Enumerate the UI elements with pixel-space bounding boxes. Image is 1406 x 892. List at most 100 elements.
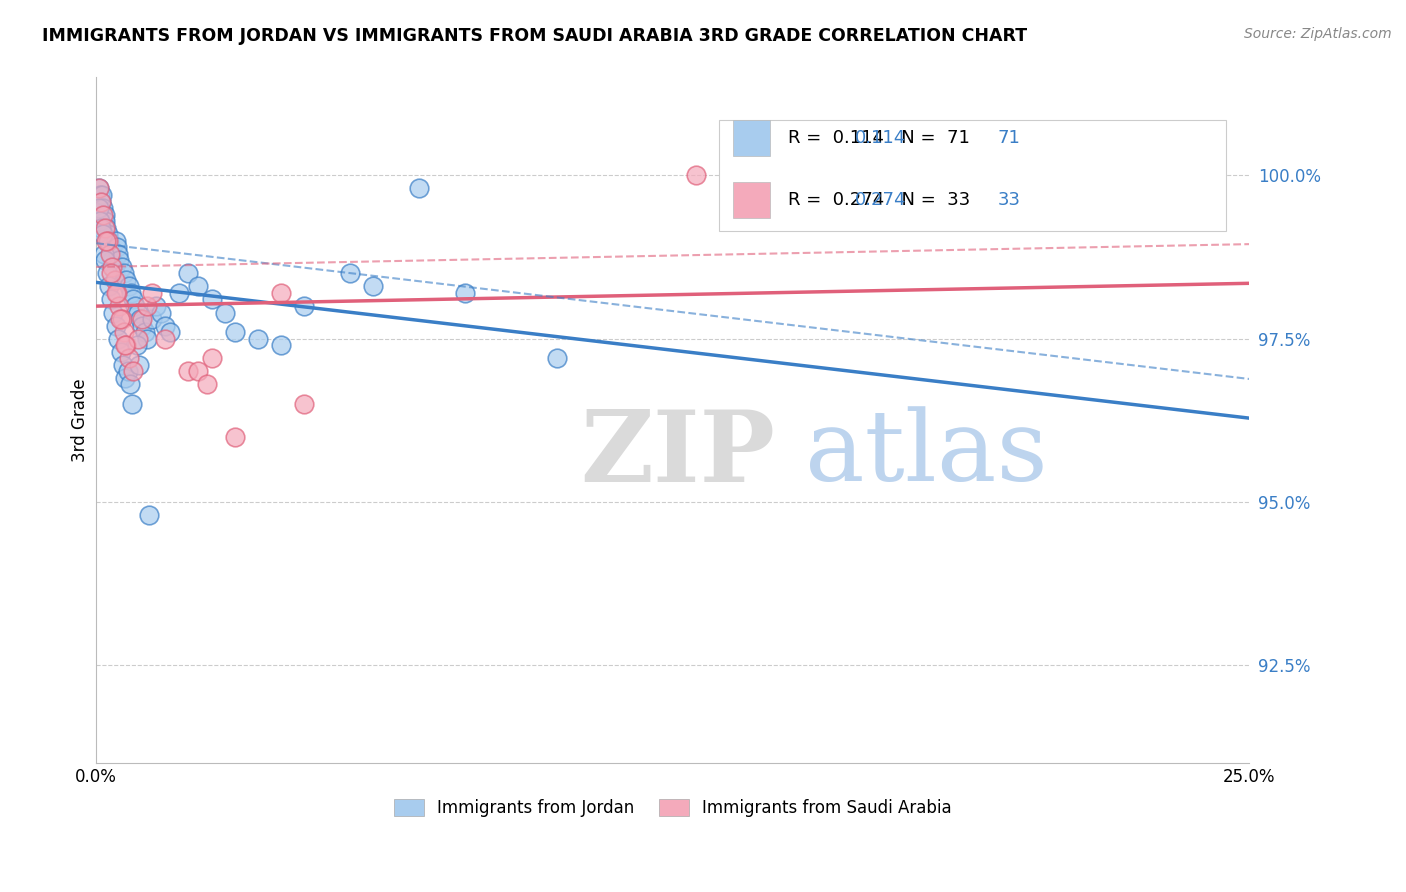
Legend: Immigrants from Jordan, Immigrants from Saudi Arabia: Immigrants from Jordan, Immigrants from … bbox=[387, 792, 959, 823]
Point bbox=[127, 305, 149, 319]
Point bbox=[292, 299, 315, 313]
Point bbox=[105, 285, 128, 300]
Point bbox=[107, 332, 129, 346]
Point bbox=[292, 397, 315, 411]
Text: 71: 71 bbox=[998, 128, 1021, 147]
Point bbox=[195, 377, 218, 392]
Point bbox=[159, 325, 181, 339]
Point bbox=[101, 260, 124, 274]
Point bbox=[111, 358, 134, 372]
Point bbox=[141, 285, 163, 300]
Point bbox=[112, 325, 135, 339]
Point bbox=[200, 293, 222, 307]
Text: Source: ZipAtlas.com: Source: ZipAtlas.com bbox=[1244, 27, 1392, 41]
Point bbox=[93, 246, 115, 260]
Point bbox=[187, 279, 209, 293]
Point bbox=[177, 266, 200, 280]
Point bbox=[224, 325, 246, 339]
Point bbox=[131, 312, 153, 326]
Text: R =  0.274   N =  33: R = 0.274 N = 33 bbox=[789, 191, 970, 209]
Point bbox=[200, 351, 222, 366]
Point bbox=[98, 234, 121, 248]
Point bbox=[224, 429, 246, 443]
Point bbox=[107, 246, 129, 260]
Point bbox=[91, 208, 114, 222]
Point bbox=[90, 220, 112, 235]
Point bbox=[110, 344, 132, 359]
Point bbox=[100, 266, 122, 280]
Point bbox=[155, 318, 177, 333]
Point bbox=[125, 338, 148, 352]
Point bbox=[98, 240, 121, 254]
Point bbox=[93, 208, 115, 222]
Point bbox=[100, 293, 122, 307]
Point bbox=[105, 240, 128, 254]
Point bbox=[96, 266, 118, 280]
Point bbox=[454, 285, 477, 300]
Point bbox=[101, 253, 124, 268]
Y-axis label: 3rd Grade: 3rd Grade bbox=[72, 378, 89, 462]
Point bbox=[246, 332, 269, 346]
Point bbox=[117, 351, 139, 366]
Bar bbox=[718, 120, 1226, 231]
Point bbox=[136, 332, 159, 346]
Point bbox=[118, 377, 141, 392]
Point bbox=[127, 332, 149, 346]
Point bbox=[129, 312, 152, 326]
Point bbox=[214, 305, 236, 319]
Point bbox=[110, 312, 132, 326]
Text: 33: 33 bbox=[998, 191, 1021, 209]
Point bbox=[90, 194, 112, 209]
Point bbox=[120, 285, 142, 300]
Text: 0.274: 0.274 bbox=[855, 191, 907, 209]
Point bbox=[270, 338, 292, 352]
Point bbox=[90, 194, 112, 209]
Point bbox=[90, 188, 112, 202]
Point bbox=[155, 332, 177, 346]
Point bbox=[115, 273, 138, 287]
Point bbox=[270, 285, 292, 300]
Point bbox=[114, 338, 136, 352]
Point bbox=[546, 351, 568, 366]
Point bbox=[89, 214, 111, 228]
Point bbox=[104, 266, 127, 280]
Text: ZIP: ZIP bbox=[581, 406, 776, 503]
Point bbox=[131, 318, 153, 333]
Point bbox=[115, 338, 138, 352]
Point bbox=[100, 246, 122, 260]
Point bbox=[685, 169, 707, 183]
Point bbox=[97, 227, 120, 242]
Point bbox=[122, 364, 145, 378]
Point bbox=[134, 325, 156, 339]
Point bbox=[121, 397, 143, 411]
Point bbox=[108, 312, 131, 326]
Point bbox=[141, 312, 163, 326]
Point bbox=[145, 299, 167, 313]
Point bbox=[114, 371, 136, 385]
Point bbox=[97, 234, 120, 248]
Point bbox=[91, 201, 114, 215]
Point bbox=[94, 220, 117, 235]
Point bbox=[110, 260, 132, 274]
Text: IMMIGRANTS FROM JORDAN VS IMMIGRANTS FROM SAUDI ARABIA 3RD GRADE CORRELATION CHA: IMMIGRANTS FROM JORDAN VS IMMIGRANTS FRO… bbox=[42, 27, 1028, 45]
Point bbox=[108, 299, 131, 313]
Point bbox=[339, 266, 361, 280]
Bar bbox=[733, 182, 769, 218]
Point bbox=[117, 279, 139, 293]
Point bbox=[167, 285, 190, 300]
Point bbox=[91, 227, 114, 242]
Point bbox=[105, 318, 128, 333]
Point bbox=[112, 266, 135, 280]
Point bbox=[117, 364, 139, 378]
Point bbox=[149, 305, 172, 319]
Point bbox=[128, 358, 150, 372]
Point bbox=[177, 364, 200, 378]
Point bbox=[97, 279, 120, 293]
Point bbox=[122, 293, 145, 307]
Point bbox=[104, 234, 127, 248]
Point bbox=[138, 508, 160, 522]
Point bbox=[98, 246, 121, 260]
Point bbox=[94, 253, 117, 268]
Text: 0.114: 0.114 bbox=[855, 128, 907, 147]
Point bbox=[96, 234, 118, 248]
